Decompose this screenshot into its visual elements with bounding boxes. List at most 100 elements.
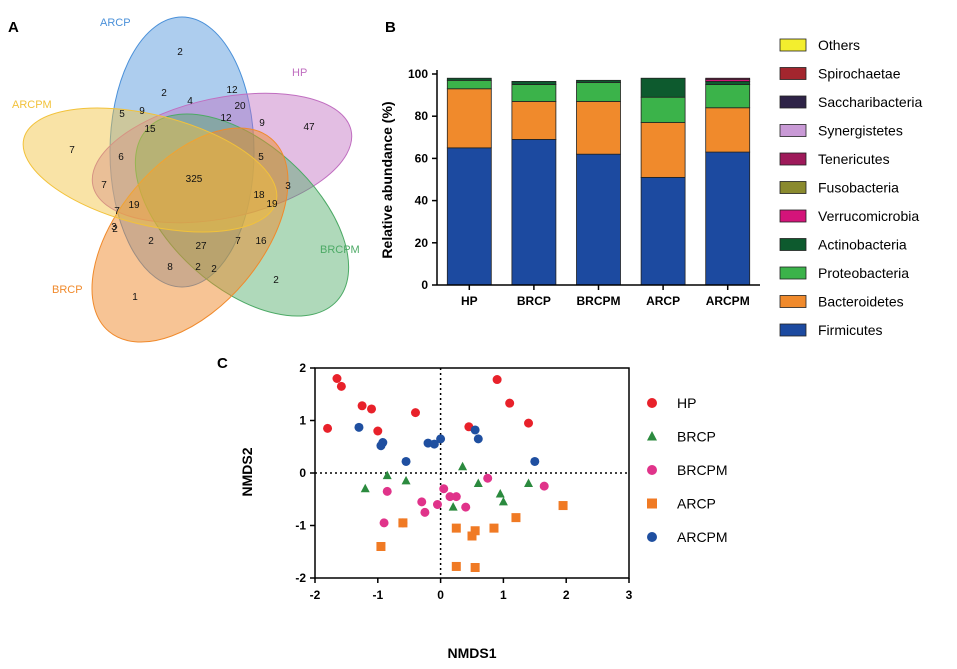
bar-y-axis-title: Relative abundance (%): [379, 101, 395, 258]
venn-count: 19: [128, 200, 140, 211]
venn-count: 47: [303, 122, 315, 133]
bar-y-tick-label: 100: [408, 67, 428, 81]
scatter-point-brcpm: [483, 473, 493, 483]
scatter-point-brcpm: [382, 486, 392, 496]
scatter-point-brcp: [524, 478, 534, 487]
legend-label-tenericutes: Tenericutes: [818, 151, 890, 167]
scatter-point-hp: [410, 408, 420, 418]
venn-count: 9: [139, 106, 145, 117]
legend-swatch-verrucomicrobia: [779, 209, 807, 223]
scatter-point-hp: [323, 423, 333, 433]
legend-label-actinobacteria: Actinobacteria: [818, 237, 907, 253]
venn-count: 4: [187, 96, 193, 107]
legend-label-firmicutes: Firmicutes: [818, 322, 883, 338]
panel-letter-c: C: [217, 355, 228, 372]
scatter-point-arcp: [489, 523, 499, 533]
legend-label-bacteroidetes: Bacteroidetes: [818, 294, 904, 310]
legend-swatch-synergistetes: [779, 124, 807, 137]
scatter-y-tick-label: 2: [299, 361, 306, 375]
venn-count: 20: [234, 101, 246, 112]
scatter-point-brcp: [360, 483, 370, 493]
venn-count: 325: [186, 174, 203, 185]
scatter-legend-marker-brcp: [647, 431, 657, 441]
venn-ellipse-brcp: [91, 127, 289, 343]
bar-segment-actinobacteria: [705, 80, 751, 85]
scatter-y-tick-label: -2: [295, 571, 306, 585]
scatter-legend-marker-arcpm: [647, 532, 657, 542]
bar-segment-proteobacteria: [511, 84, 557, 102]
venn-count: 5: [258, 152, 264, 163]
legend-swatch-fusobacteria: [779, 181, 807, 194]
venn-count: 5: [119, 109, 125, 120]
legend-label-proteobacteria: Proteobacteria: [818, 265, 909, 281]
scatter-point-arcp: [398, 518, 408, 528]
scatter-point-arcp: [470, 526, 480, 536]
scatter-x-tick-label: 1: [500, 588, 507, 602]
bar-y-tick-label: 80: [415, 109, 429, 123]
scatter-point-arcpm: [436, 434, 446, 444]
venn-label-arcpm: ARCPM: [12, 99, 52, 111]
bar-segment-actinobacteria: [511, 80, 557, 85]
venn-count: 2: [161, 88, 167, 99]
scatter-point-brcp: [498, 496, 508, 506]
scatter-point-brcpm: [417, 497, 427, 507]
scatter-x-tick-label: 2: [563, 588, 570, 602]
bar-segment-bacteroidetes: [511, 101, 557, 140]
bar-segment-firmicutes: [705, 151, 751, 286]
scatter-point-brcpm: [379, 518, 389, 528]
scatter-chart: -2 -1 0 1 2 3 -2 -1 0 1 2 HP BRCP BRCPM ARCP ARCPM NMD…: [239, 361, 728, 661]
bar-y-tick-label: 0: [421, 278, 428, 292]
venn-count: 18: [253, 190, 265, 201]
scatter-legend-label-arcp: ARCP: [677, 496, 716, 512]
venn-count: 7: [69, 145, 75, 156]
venn-count: 27: [195, 241, 207, 252]
scatter-point-hp: [332, 374, 342, 383]
bar-segment-bacteroidetes: [705, 107, 751, 153]
panel-letter-a: A: [8, 19, 19, 36]
scatter-point-brcpm: [539, 481, 549, 491]
scatter-point-arcp: [376, 542, 386, 551]
venn-count: 19: [266, 199, 278, 210]
venn-count: 16: [255, 236, 267, 247]
scatter-point-brcp: [495, 489, 505, 498]
scatter-point-arcp: [558, 501, 568, 511]
bar-segment-proteobacteria: [446, 79, 492, 90]
scatter-legend-marker-hp: [647, 398, 657, 408]
panel-letter-b: B: [385, 19, 396, 36]
legend-swatch-bacteroidetes: [779, 295, 807, 308]
scatter-point-arcpm: [470, 425, 480, 435]
bar-y-tick-label: 60: [415, 151, 429, 165]
legend-swatch-spirochaetae: [779, 67, 807, 80]
venn-count: 9: [259, 118, 265, 129]
bar-segment-actinobacteria: [446, 77, 492, 81]
scatter-point-arcpm: [378, 438, 388, 448]
venn-count: 2: [112, 224, 118, 235]
scatter-x-tick-label: 3: [626, 588, 633, 602]
bar-segment-tenericutes: [705, 77, 751, 80]
venn-label-brcp: BRCP: [52, 284, 83, 296]
scatter-point-brcp: [458, 461, 468, 471]
scatter-y-tick-label: -1: [295, 519, 306, 533]
venn-count: 6: [118, 152, 124, 163]
venn-label-brcpm: BRCPM: [320, 244, 360, 256]
legend-label-verrucomicrobia: Verrucomicrobia: [818, 208, 919, 224]
scatter-point-brcp: [401, 475, 411, 485]
bar-segment-actinobacteria: [576, 79, 621, 83]
legend-swatch-proteobacteria: [779, 266, 807, 280]
scatter-point-arcp: [451, 561, 461, 571]
bar-category-label: BRCP: [517, 294, 551, 308]
scatter-point-brcpm: [420, 507, 430, 517]
scatter-point-brcpm: [439, 484, 449, 494]
scatter-point-arcpm: [429, 439, 439, 449]
scatter-x-tick-label: 0: [437, 588, 444, 602]
scatter-point-brcp: [448, 502, 458, 511]
venn-count: 7: [235, 236, 241, 247]
scatter-point-arcp: [470, 563, 480, 572]
legend-label-fusobacteria: Fusobacteria: [818, 180, 899, 196]
scatter-legend-marker-arcp: [647, 498, 657, 509]
venn-count: 1: [132, 292, 138, 303]
scatter-point-arcpm: [473, 434, 483, 444]
bar-segment-firmicutes: [446, 147, 492, 286]
scatter-point-brcpm: [432, 500, 442, 509]
